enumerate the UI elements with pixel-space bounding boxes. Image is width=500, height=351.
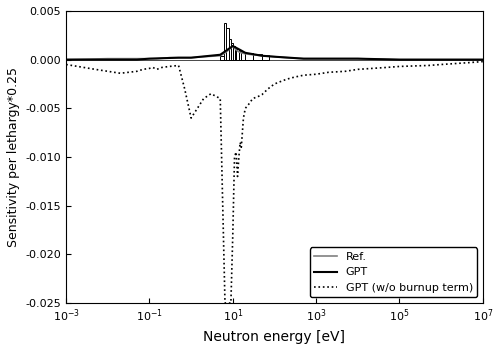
Bar [224,22,226,60]
Ref. [188,55,194,60]
Ref. [176,55,182,60]
Ref. [284,55,290,60]
GPT [355,57,361,61]
Ref. [226,48,232,52]
Legend: Ref., GPT, GPT (w/o burnup term): Ref., GPT, GPT (w/o burnup term) [310,247,477,298]
GPT [396,58,402,62]
Ref. [236,50,242,54]
GPT (w/o burnup term) [468,60,473,65]
GPT [146,57,152,61]
Ref. [224,50,230,54]
Bar [226,28,228,60]
Ref. [355,57,361,61]
Ref. [217,54,223,58]
GPT [188,55,194,60]
GPT [217,53,223,57]
Bar [262,55,269,60]
GPT [313,57,319,61]
GPT [438,58,444,62]
GPT (w/o burnup term) [279,79,285,83]
GPT (w/o burnup term) [222,301,228,305]
Ref. [250,53,256,57]
Ref. [146,57,152,61]
Bar [231,43,233,60]
Ref. [230,44,236,48]
GPT [300,57,306,61]
Bar [246,53,252,60]
Bar [220,56,224,60]
Ref. [220,52,226,56]
Line: GPT: GPT [66,46,483,60]
Ref. [63,58,69,62]
Bar [242,52,246,60]
Y-axis label: Sensitivity per lethargy*0.25: Sensitivity per lethargy*0.25 [7,67,20,247]
Bar [252,54,262,60]
GPT (w/o burnup term) [259,93,265,97]
Ref. [233,48,239,52]
Bar [228,39,231,60]
Ref. [480,58,486,62]
Ref. [232,46,237,50]
GPT [176,55,182,60]
Bar [233,46,234,60]
GPT (w/o burnup term) [63,62,69,67]
GPT [92,58,98,62]
GPT (w/o burnup term) [208,92,214,96]
GPT [63,58,69,62]
GPT [342,57,348,61]
Ref. [396,58,402,62]
Bar [234,48,236,60]
Ref. [313,57,319,61]
Ref. [134,57,140,61]
GPT [237,48,243,52]
Ref. [300,57,306,61]
Ref. [438,58,444,62]
Bar [236,49,239,60]
GPT [242,51,248,55]
Ref. [105,57,111,61]
Ref. [200,55,206,59]
GPT [134,58,140,62]
Ref. [154,57,160,61]
Ref. [272,55,278,59]
GPT (w/o burnup term) [217,97,223,101]
Ref. [228,46,234,50]
Line: GPT (w/o burnup term): GPT (w/o burnup term) [66,61,483,303]
Ref. [238,51,244,55]
Bar [239,51,242,60]
Line: Ref.: Ref. [66,46,483,60]
X-axis label: Neutron energy [eV]: Neutron energy [eV] [204,330,346,344]
GPT (w/o burnup term) [480,59,486,64]
Ref. [242,52,248,56]
GPT [272,55,278,59]
Ref. [342,57,348,61]
Ref. [259,54,265,58]
Ref. [166,55,172,60]
GPT [230,44,236,48]
GPT [105,58,111,62]
GPT [259,54,265,58]
GPT (w/o burnup term) [176,64,182,68]
GPT [480,58,486,62]
